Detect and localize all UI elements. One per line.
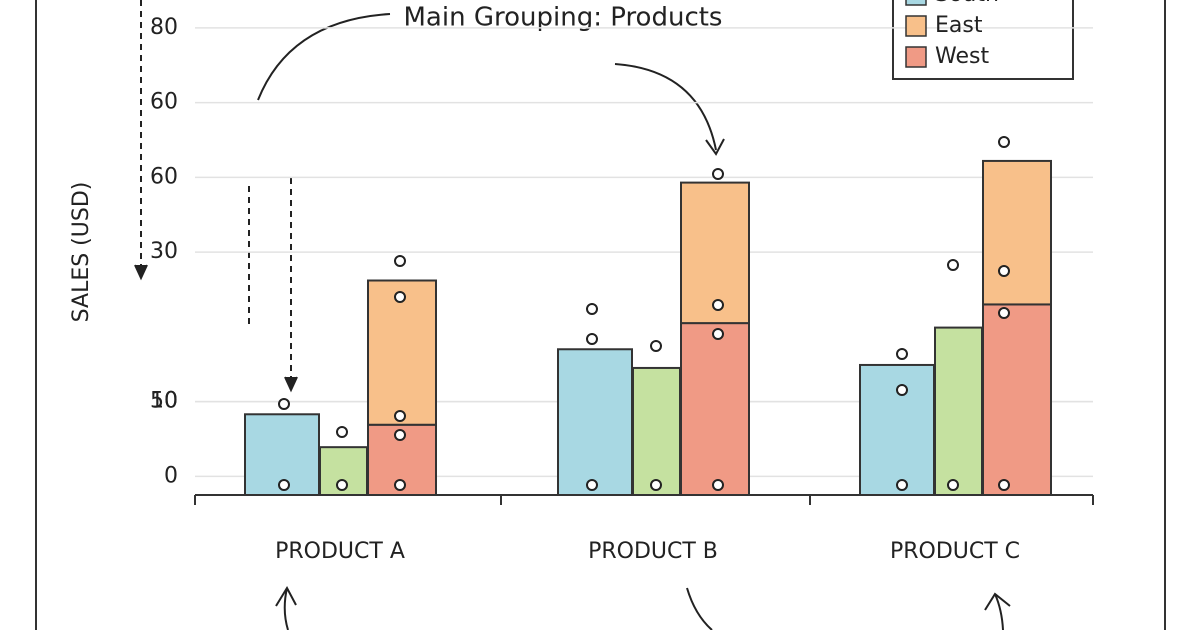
arrow: [994, 593, 1004, 630]
dot: [336, 426, 348, 438]
dot: [712, 479, 724, 491]
arrow-head: [275, 585, 297, 607]
arrow-head: [705, 138, 725, 156]
bar: [859, 363, 935, 496]
arrow: [614, 63, 717, 151]
arrow-head: [284, 376, 298, 393]
dot: [998, 479, 1010, 491]
y-tick-label: 0: [164, 463, 178, 488]
dot: [394, 429, 406, 441]
dot: [712, 299, 724, 311]
dot: [394, 410, 406, 422]
x-tick-label: PRODUCT B: [588, 539, 718, 564]
bar: [982, 303, 1052, 496]
dot: [998, 307, 1010, 319]
arrow-head: [984, 592, 1011, 611]
legend-swatch: [905, 46, 927, 68]
y-tick-label: 80: [150, 15, 178, 40]
dot: [947, 479, 959, 491]
dot: [278, 398, 290, 410]
dot: [586, 303, 598, 315]
y-tick-label: 50: [150, 389, 178, 414]
y-tick-label: 30: [150, 239, 178, 264]
x-tick-label: PRODUCT A: [275, 539, 405, 564]
dot: [394, 479, 406, 491]
dot: [586, 333, 598, 345]
dot: [947, 259, 959, 271]
dot: [586, 479, 598, 491]
legend-label: West: [935, 44, 989, 69]
dot: [998, 136, 1010, 148]
y-axis-label: SALES (USD): [69, 182, 94, 323]
bar: [934, 326, 983, 496]
dot: [336, 479, 348, 491]
bar: [367, 279, 437, 426]
y-tick-label: 60: [150, 90, 178, 115]
bar: [982, 159, 1052, 306]
arrow: [686, 587, 713, 630]
dot: [896, 384, 908, 396]
dot: [278, 479, 290, 491]
dot: [998, 265, 1010, 277]
dot: [896, 479, 908, 491]
dot: [650, 340, 662, 352]
arrows: [134, 0, 1011, 630]
legend-label: South: [935, 0, 999, 7]
dot: [896, 348, 908, 360]
y-tick-label: 10: [150, 389, 178, 414]
arrow: [283, 587, 289, 630]
legend-swatch: [905, 15, 927, 37]
legend-swatch: [905, 0, 927, 6]
bar: [680, 181, 750, 325]
bar: [557, 348, 633, 496]
bar: [632, 366, 681, 496]
x-tick-label: PRODUCT C: [890, 539, 1020, 564]
dot: [650, 479, 662, 491]
dot: [712, 168, 724, 180]
bar: [680, 322, 750, 496]
dot: [712, 328, 724, 340]
dot: [394, 255, 406, 267]
y-tick-label: 60: [150, 164, 178, 189]
arrow: [257, 13, 391, 101]
legend-label: East: [935, 13, 983, 38]
arrow-head: [134, 264, 148, 281]
dot: [394, 291, 406, 303]
